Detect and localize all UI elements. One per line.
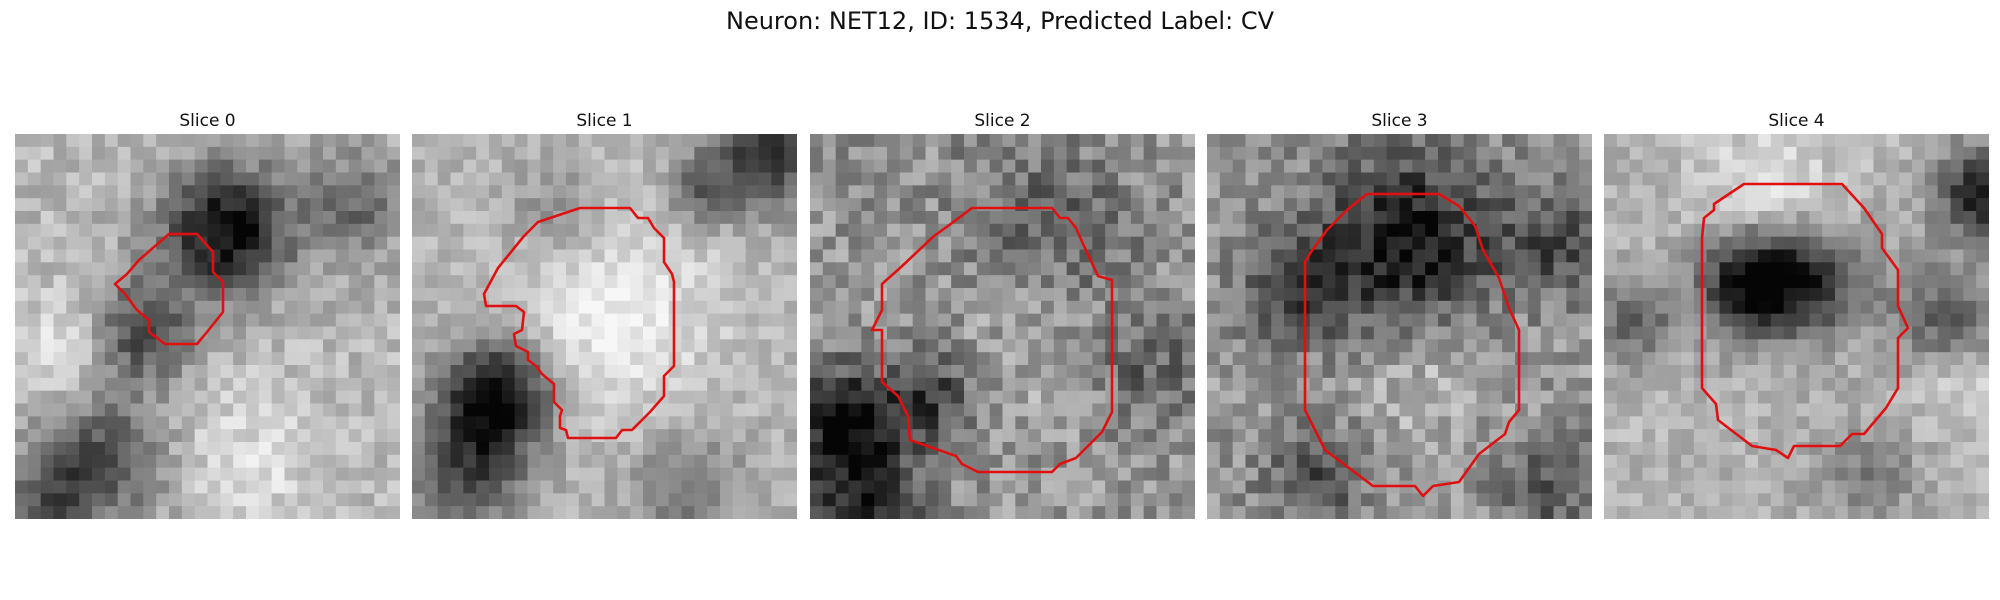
em-pixel-grid: [15, 134, 400, 519]
em-pixel-grid: [1604, 134, 1989, 519]
segmentation-contour: [113, 232, 225, 346]
em-image-slice-1: [412, 134, 797, 519]
em-pixel-grid: [412, 134, 797, 519]
em-image-slice-2: [810, 134, 1195, 519]
panel-slice-4: Slice 4: [1604, 108, 1989, 519]
panel-title: Slice 0: [179, 111, 236, 131]
panel-slice-0: Slice 0: [15, 108, 400, 519]
panel-title: Slice 2: [974, 111, 1031, 131]
segmentation-contour: [870, 206, 1114, 474]
em-image-slice-3: [1207, 134, 1592, 519]
panel-slice-3: Slice 3: [1207, 108, 1592, 519]
panel-title: Slice 4: [1768, 111, 1825, 131]
segmentation-contour: [1700, 182, 1910, 460]
panel-slice-1: Slice 1: [412, 108, 797, 519]
em-image-slice-0: [15, 134, 400, 519]
segmentation-contour: [482, 206, 676, 440]
segmentation-contour: [1303, 192, 1521, 498]
panel-title: Slice 1: [576, 111, 633, 131]
panel-title: Slice 3: [1371, 111, 1428, 131]
panel-slice-2: Slice 2: [810, 108, 1195, 519]
em-image-slice-4: [1604, 134, 1989, 519]
em-pixel-grid: [810, 134, 1195, 519]
figure-title: Neuron: NET12, ID: 1534, Predicted Label…: [726, 7, 1274, 35]
em-pixel-grid: [1207, 134, 1592, 519]
